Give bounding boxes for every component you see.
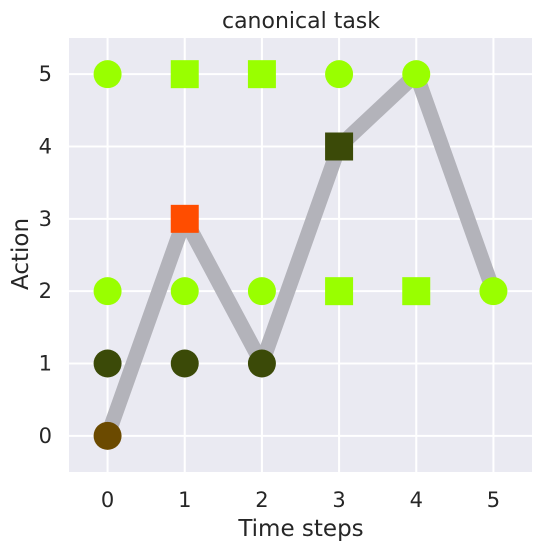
circle-marker	[402, 60, 431, 89]
circle-marker	[93, 349, 122, 378]
x-tick-labels: 0 1 2 3 4 5	[101, 488, 500, 512]
y-tick-label: 0	[39, 424, 52, 448]
x-tick-label: 4	[410, 488, 423, 512]
grid	[69, 38, 532, 472]
circle-marker	[170, 277, 199, 306]
x-tick-label: 3	[332, 488, 345, 512]
square-marker	[325, 277, 354, 306]
points-layer	[93, 60, 508, 450]
y-tick-label: 4	[39, 135, 52, 159]
circle-marker	[247, 349, 276, 378]
x-tick-label: 2	[255, 488, 268, 512]
y-axis-label: Action	[8, 218, 34, 290]
trajectory-path	[100, 66, 501, 444]
chart-title: canonical task	[222, 9, 380, 34]
circle-marker	[93, 421, 122, 450]
circle-marker	[93, 277, 122, 306]
y-tick-label: 3	[39, 207, 52, 231]
x-tick-label: 5	[487, 488, 500, 512]
square-marker	[402, 277, 431, 306]
square-marker	[247, 60, 276, 89]
x-tick-label: 1	[178, 488, 191, 512]
square-marker	[325, 132, 354, 161]
x-axis-label: Time steps	[237, 516, 363, 542]
circle-marker	[247, 277, 276, 306]
circle-marker	[93, 60, 122, 89]
y-tick-labels: 0 1 2 3 4 5	[39, 62, 52, 448]
circle-marker	[170, 349, 199, 378]
circle-marker	[479, 277, 508, 306]
circle-marker	[325, 60, 354, 89]
y-tick-label: 1	[39, 352, 52, 376]
y-tick-label: 2	[39, 279, 52, 303]
x-tick-label: 0	[101, 488, 114, 512]
square-marker	[170, 204, 199, 233]
trajectory-path-layer	[100, 66, 501, 444]
y-tick-label: 5	[39, 62, 52, 86]
square-marker	[170, 60, 199, 89]
